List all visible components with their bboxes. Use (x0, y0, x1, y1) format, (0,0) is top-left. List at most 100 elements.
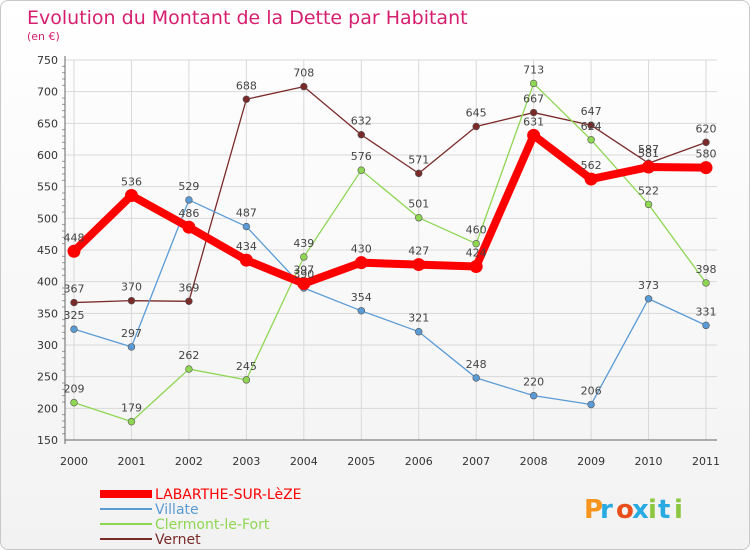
data-label: 325 (64, 309, 85, 322)
data-point (70, 298, 78, 307)
data-point (185, 365, 193, 373)
data-label: 220 (523, 376, 544, 389)
x-tick-label: 2002 (175, 455, 203, 468)
data-label: 624 (581, 120, 602, 133)
axes-layer: 150 200 250 300 350 400 450 500 550 600 650 700 750 2… (37, 54, 720, 468)
data-point (472, 374, 480, 382)
y-tick-label: 400 (37, 276, 58, 289)
data-point (300, 253, 308, 261)
legend-label: LABARTHE-SUR-LèZE (155, 487, 302, 503)
data-point (124, 189, 138, 203)
data-point (239, 253, 253, 267)
data-label: 688 (236, 79, 257, 92)
x-tick-label: 2008 (520, 455, 548, 468)
data-label: 486 (178, 207, 199, 220)
data-label: 562 (581, 159, 602, 172)
y-tick-label: 650 (37, 117, 58, 130)
data-label: 460 (466, 224, 487, 237)
data-point (702, 279, 710, 287)
x-tick-label: 2004 (290, 455, 318, 468)
data-label: 390 (293, 268, 314, 281)
data-label: 209 (64, 383, 85, 396)
data-label: 631 (523, 115, 544, 128)
grid-layer (65, 59, 717, 441)
x-tick-label: 2007 (462, 455, 490, 468)
data-point (357, 166, 365, 174)
series-line (73, 199, 707, 406)
x-tick-label: 2000 (60, 455, 88, 468)
series-line (73, 82, 707, 423)
data-label: 580 (696, 148, 717, 161)
data-point (300, 82, 308, 91)
y-tick-label: 150 (37, 434, 58, 447)
data-label: 620 (696, 122, 717, 135)
data-label: 430 (351, 243, 372, 256)
data-label: 397 (293, 264, 314, 277)
y-tick-label: 750 (37, 54, 58, 67)
data-label: 571 (408, 153, 429, 166)
data-labels-layer: 448 536 486 434 397 430 427 424 631 562 581 580 325 2… (64, 63, 717, 414)
data-label: 179 (121, 402, 142, 415)
y-tick-label: 350 (37, 307, 58, 320)
data-point (529, 108, 538, 117)
data-label: 713 (523, 63, 544, 76)
data-label: 248 (466, 358, 487, 371)
x-tick-label: 2003 (232, 455, 260, 468)
x-tick-label: 2010 (635, 455, 663, 468)
data-label: 576 (351, 150, 372, 163)
data-label: 647 (581, 105, 602, 118)
data-point (67, 244, 81, 258)
data-label: 439 (293, 237, 314, 250)
chart-subtitle: (en €) (27, 30, 60, 43)
data-point (70, 325, 78, 333)
data-label: 667 (523, 93, 544, 106)
data-point (587, 400, 595, 409)
data-label: 448 (64, 231, 85, 244)
data-point (472, 239, 480, 248)
x-tick-label: 2009 (577, 455, 605, 468)
logo-letter: r (600, 495, 613, 525)
x-tick-label: 2005 (347, 455, 375, 468)
data-label: 354 (351, 291, 372, 304)
data-point (527, 128, 541, 142)
data-label: 529 (178, 180, 199, 193)
data-point (412, 258, 426, 272)
legend-label: Villate (155, 502, 199, 518)
data-label: 370 (121, 281, 142, 294)
x-tick-label: 2001 (117, 455, 145, 468)
data-point (415, 169, 423, 178)
data-label: 522 (638, 184, 659, 197)
data-point (469, 259, 483, 273)
chart-title: Evolution du Montant de la Dette par Hab… (27, 7, 468, 29)
data-label: 297 (121, 327, 142, 340)
logo-letter: i (674, 495, 683, 525)
logo-letter: x (632, 495, 649, 525)
data-point (70, 398, 78, 407)
data-label: 434 (236, 240, 257, 253)
data-point (587, 136, 595, 144)
data-point (127, 296, 136, 305)
data-label: 427 (408, 245, 429, 258)
data-label: 367 (64, 283, 85, 296)
data-point (644, 200, 653, 209)
data-label: 398 (696, 263, 717, 276)
y-tick-label: 250 (37, 371, 58, 384)
data-label: 245 (236, 360, 257, 373)
data-point (357, 307, 365, 315)
data-point (584, 172, 598, 186)
x-tick-label: 2011 (692, 455, 720, 468)
data-label: 369 (178, 281, 199, 294)
data-label: 487 (236, 207, 257, 220)
data-label: 424 (466, 246, 487, 259)
data-label: 373 (638, 279, 659, 292)
logo-letter: P (584, 495, 603, 525)
y-tick-label: 200 (37, 402, 58, 415)
data-point (242, 95, 251, 103)
data-point (702, 138, 710, 147)
y-tick-label: 550 (37, 181, 58, 194)
y-tick-label: 600 (37, 149, 58, 162)
y-tick-label: 700 (37, 86, 58, 99)
series-line (71, 131, 707, 288)
legend-label: Clermont-le-Fort (155, 517, 270, 533)
